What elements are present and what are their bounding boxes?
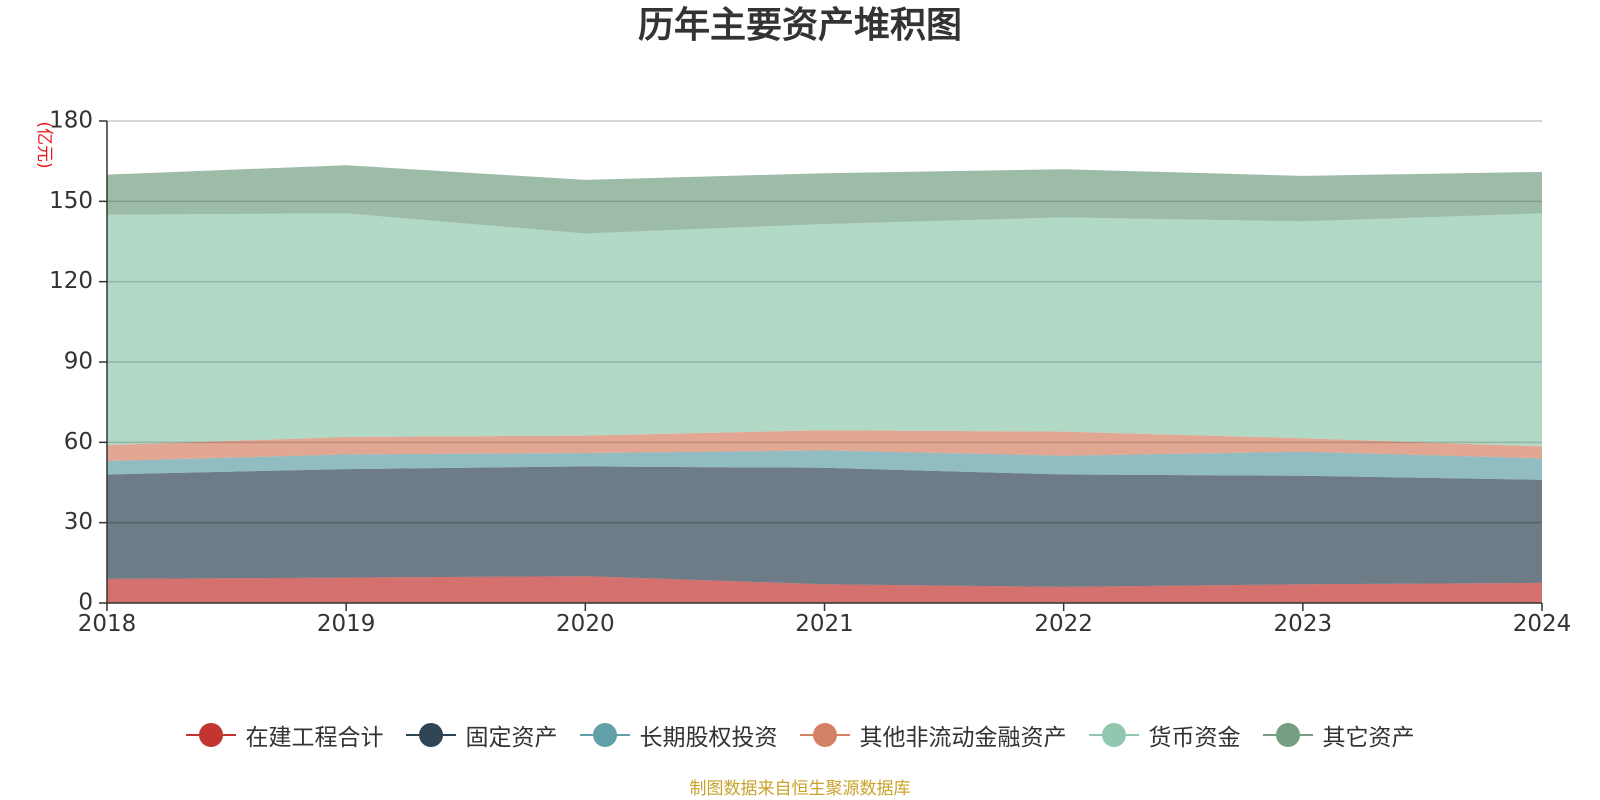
y-axis-unit-label: (亿元) [34,121,54,168]
x-tick-label-2024: 2024 [1513,611,1572,637]
legend-label: 其它资产 [1322,725,1415,751]
legend-marker-icon [579,723,630,747]
legend-marker-icon [1088,723,1139,747]
area-layer [107,165,1542,603]
source-note: 制图数据来自恒生聚源数据库 [689,779,911,799]
legend-label: 其他非流动金融资产 [859,725,1067,751]
axis-layer: 0 30 60 90 120 150 180 2018 2019 2020 2021 2022 2023… [49,108,1571,638]
area-series-0 [107,576,1542,603]
area-series-1 [107,466,1542,587]
y-tick-label-90: 90 [64,349,93,375]
y-tick-label-120: 120 [49,268,93,294]
area-series-3 [107,430,1542,462]
legend-label: 在建工程合计 [245,725,384,751]
legend-item-5[interactable]: 其它资产 [1262,718,1415,752]
legend: 在建工程合计 固定资产 长期股权投资 其他非流动金融资产 货币资金 其它资产 [0,717,1600,753]
legend-marker-icon [405,723,456,747]
legend-item-4[interactable]: 货币资金 [1088,718,1241,752]
x-tick-label-2021: 2021 [795,611,854,637]
legend-label: 长期股权投资 [639,725,778,751]
legend-label: 货币资金 [1148,725,1241,751]
x-tick-label-2023: 2023 [1274,611,1333,637]
chart-title: 历年主要资产堆积图 [637,5,962,46]
y-tick-label-180: 180 [49,108,93,134]
x-tick-label-2020: 2020 [556,611,615,637]
area-series-4 [107,213,1542,447]
y-tick-label-60: 60 [64,429,93,455]
legend-label: 固定资产 [465,725,558,751]
legend-marker-icon [1262,723,1313,747]
legend-marker-icon [185,723,236,747]
legend-item-0[interactable]: 在建工程合计 [185,718,384,752]
x-tick-label-2022: 2022 [1034,611,1093,637]
y-tick-label-30: 30 [64,509,93,535]
x-tick-label-2019: 2019 [317,611,376,637]
legend-item-3[interactable]: 其他非流动金融资产 [799,718,1067,752]
area-series-5 [107,165,1542,234]
y-tick-label-0: 0 [78,590,93,616]
legend-item-1[interactable]: 固定资产 [405,718,558,752]
x-tick-label-2018: 2018 [78,611,137,637]
legend-item-2[interactable]: 长期股权投资 [579,718,778,752]
area-series-2 [107,450,1542,480]
y-tick-label-150: 150 [49,188,93,214]
legend-marker-icon [799,723,850,747]
